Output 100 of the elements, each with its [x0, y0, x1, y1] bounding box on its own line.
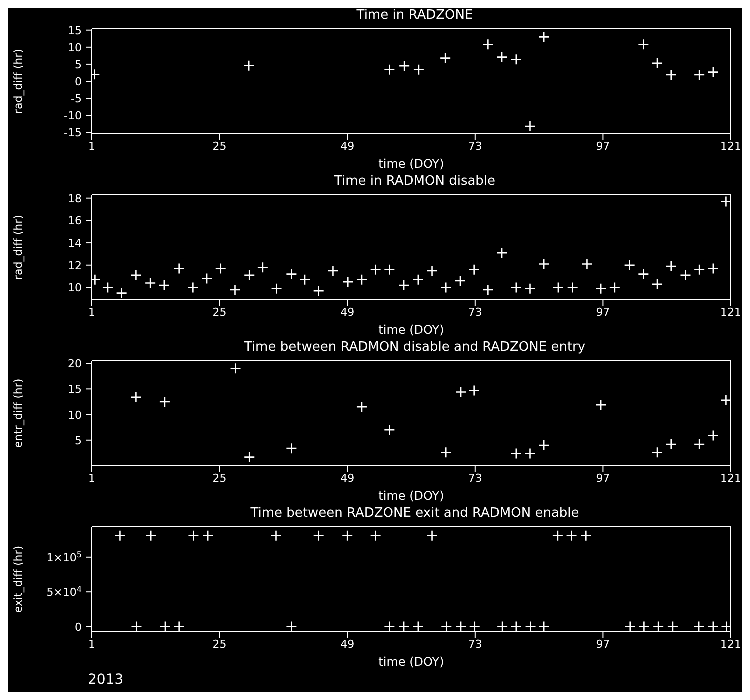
point — [398, 60, 410, 72]
point — [426, 265, 438, 277]
point — [595, 399, 607, 411]
point — [708, 263, 720, 274]
point — [412, 274, 424, 286]
point — [370, 264, 382, 276]
point — [638, 268, 650, 280]
y-axis-title: exit_diff (hr) — [12, 546, 25, 614]
point — [398, 280, 410, 292]
point — [244, 270, 256, 282]
x-tick-label: 1 — [88, 140, 96, 153]
x-tick-label: 97 — [596, 638, 610, 651]
point — [384, 64, 396, 76]
point — [552, 282, 564, 294]
point — [524, 120, 536, 132]
x-tick-label: 1 — [88, 638, 96, 651]
point — [130, 270, 142, 282]
x-tick-label: 73 — [468, 306, 482, 319]
chart-title: Time in RADZONE — [356, 8, 474, 24]
x-axis-title: time (DOY) — [378, 157, 444, 171]
x-tick-label: 49 — [340, 472, 355, 485]
point — [384, 264, 396, 276]
point — [230, 363, 242, 374]
x-tick-label: 25 — [212, 638, 227, 651]
point — [538, 32, 550, 43]
point — [666, 260, 678, 272]
point — [720, 394, 731, 406]
point — [328, 265, 339, 277]
point — [510, 282, 522, 294]
point — [313, 285, 324, 297]
x-tick-label: 49 — [340, 140, 355, 153]
point — [159, 396, 171, 408]
point — [624, 260, 636, 272]
x-tick-label: 1 — [88, 306, 96, 319]
point — [708, 66, 720, 78]
point — [257, 262, 269, 274]
point — [102, 282, 114, 294]
point — [440, 282, 452, 294]
point — [455, 386, 467, 398]
point — [524, 283, 536, 294]
point — [286, 442, 298, 454]
point — [342, 276, 354, 288]
point — [243, 60, 255, 72]
point — [720, 196, 731, 208]
y-axis-title: rad_diff (hr) — [12, 49, 25, 114]
y-tick-label: 0 — [75, 620, 82, 634]
x-tick-label: 97 — [596, 306, 610, 319]
point — [230, 284, 241, 296]
x-tick-label: 73 — [468, 472, 482, 485]
point — [286, 268, 298, 280]
x-tick-label: 25 — [212, 472, 227, 485]
y-tick-label: 20 — [68, 358, 82, 371]
point — [299, 274, 311, 286]
y-tick-label: 1×10$^{5}$ — [46, 550, 82, 564]
point — [454, 275, 466, 287]
point — [356, 274, 368, 286]
x-tick-label: 97 — [596, 472, 610, 485]
chart-title: Time between RADMON disable and RADZONE entry — [243, 340, 587, 356]
x-tick-label: 121 — [720, 306, 742, 319]
y-tick-label: 10 — [68, 282, 82, 295]
point — [496, 247, 508, 259]
x-tick-label: 73 — [468, 638, 482, 651]
y-tick-label: -15 — [64, 126, 82, 140]
point — [244, 452, 256, 463]
y-tick-label: 15 — [68, 383, 82, 396]
point — [468, 385, 480, 396]
point — [582, 258, 593, 270]
x-tick-label: 49 — [340, 638, 355, 651]
y-tick-label: -5 — [71, 92, 82, 106]
point — [666, 69, 678, 81]
point — [271, 283, 282, 294]
y-tick-label: 5×10$^{4}$ — [46, 584, 82, 600]
point — [638, 39, 650, 50]
y-tick-label: -10 — [64, 110, 82, 123]
y-tick-label: 15 — [68, 24, 82, 38]
y-tick-label: 5 — [75, 434, 82, 448]
point — [130, 392, 142, 404]
point — [666, 438, 678, 450]
text: 2013 — [87, 672, 125, 688]
point — [652, 58, 664, 70]
y-axis-title: rad_diff (hr) — [12, 215, 25, 280]
y-tick-label: 16 — [68, 214, 82, 228]
point — [215, 263, 227, 274]
point — [652, 447, 664, 458]
point — [496, 52, 508, 63]
x-axis-title: time (DOY) — [378, 323, 444, 337]
point — [144, 278, 156, 289]
x-tick-label: 121 — [720, 472, 742, 485]
x-tick-label: 73 — [468, 140, 482, 153]
y-tick-label: 10 — [68, 41, 82, 54]
x-tick-label: 97 — [596, 140, 610, 153]
point — [384, 424, 396, 436]
y-tick-label: 10 — [68, 408, 82, 422]
chart-title: Time between RADZONE exit and RADMON enable — [250, 506, 580, 522]
y-tick-label: 12 — [68, 259, 82, 272]
point — [680, 270, 692, 282]
point — [440, 52, 452, 64]
point — [538, 440, 550, 452]
point — [510, 54, 522, 66]
y-tick-label: 0 — [75, 76, 82, 88]
